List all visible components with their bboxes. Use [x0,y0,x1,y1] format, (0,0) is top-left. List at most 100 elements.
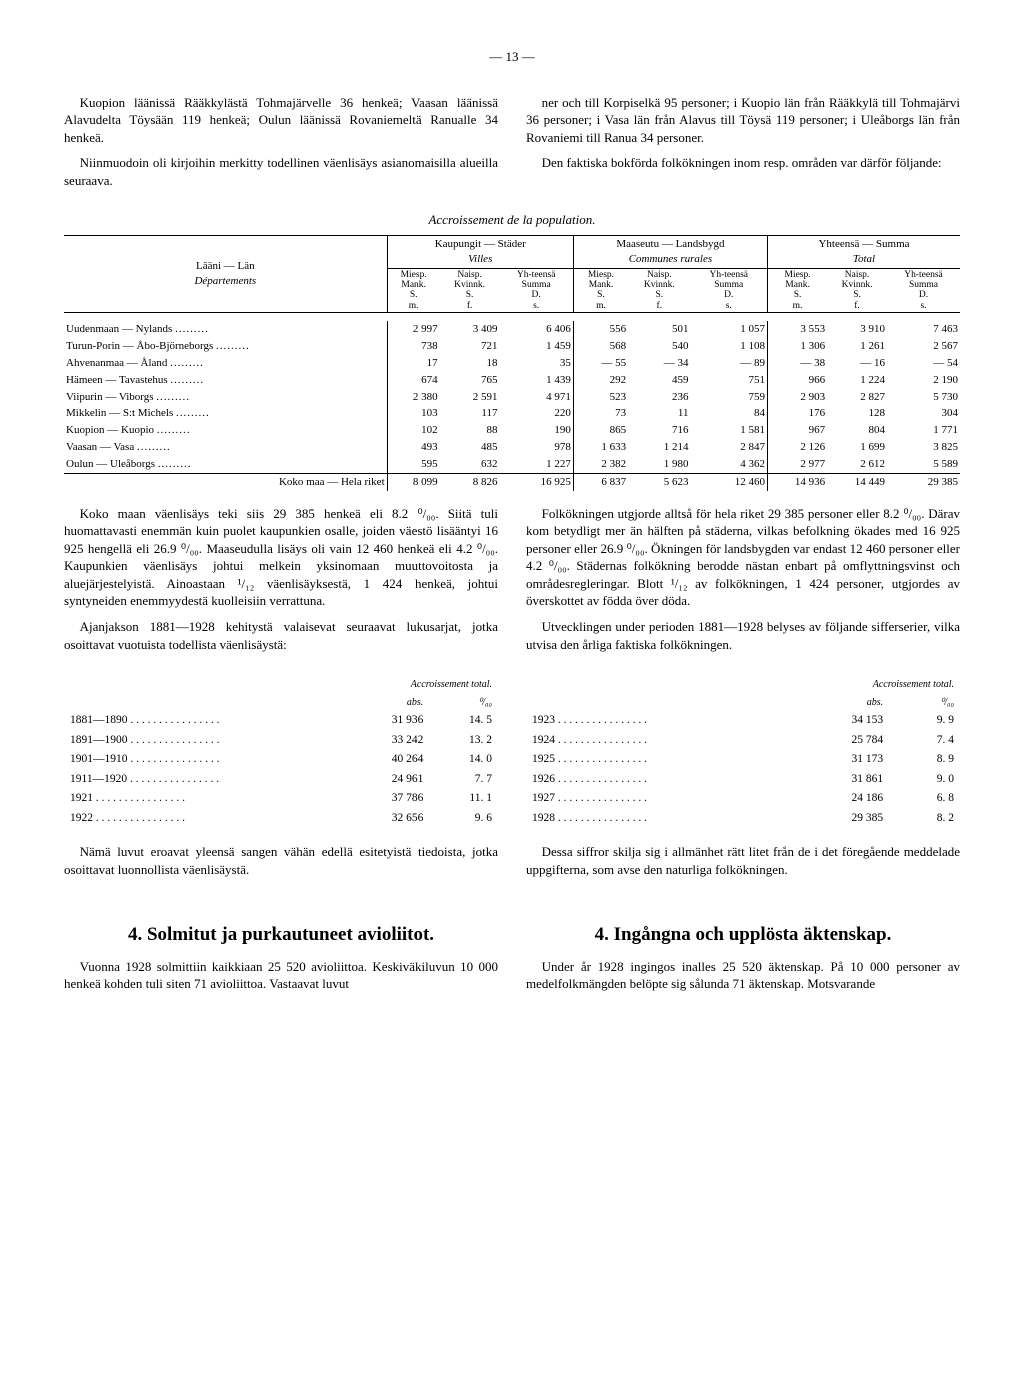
ts-year: 1891—1900 . . . . . . . . . . . . . . . … [66,732,340,750]
cell: 1 057 [691,321,768,338]
ts-pct: 9. 0 [889,771,958,789]
cell: 1 214 [628,439,690,456]
table-body: Uudenmaan — Nylands .........2 9973 4096… [64,313,960,491]
page-number: — 13 — [64,48,960,66]
cell: 6 406 [500,321,574,338]
cell: 556 [573,321,628,338]
cell: 459 [628,372,690,389]
ts-pct: 8. 9 [889,751,958,769]
ts-row: 1922 . . . . . . . . . . . . . . . .32 6… [66,810,496,828]
total-cell: 6 837 [573,473,628,490]
cell: 1 771 [887,422,960,439]
cell: 5 589 [887,456,960,473]
cell: 1 306 [768,338,828,355]
cell: 751 [691,372,768,389]
cell: 738 [387,338,440,355]
intro-columns: Kuopion läänissä Rääkkylästä Tohmajärvel… [64,94,960,198]
row-label: Turun-Porin — Åbo-Björneborgs ......... [64,338,387,355]
row-label: Mikkelin — S:t Michels ......... [64,405,387,422]
grp-2: Yhteensä — Summa [818,238,909,250]
cell: 117 [440,405,500,422]
cell: 1 459 [500,338,574,355]
cell: 7 463 [887,321,960,338]
ts-row: 1881—1890 . . . . . . . . . . . . . . . … [66,712,496,730]
ts-abs-l: abs. [342,695,427,711]
sub-header: Miesp.Mank.S.m. [387,268,440,313]
ts-right-table: Accroissement total. abs.⁰/₀₀ 1923 . . .… [526,675,960,829]
ts-pct: 14. 5 [429,712,496,730]
cell: 2 977 [768,456,828,473]
table-row: Kuopion — Kuopio .........10288190865716… [64,422,960,439]
cell: 17 [387,355,440,372]
ts-year: 1901—1910 . . . . . . . . . . . . . . . … [66,751,340,769]
table-row: Uudenmaan — Nylands .........2 9973 4096… [64,321,960,338]
cell: 3 553 [768,321,828,338]
cell: 1 699 [827,439,887,456]
ts-row: 1921 . . . . . . . . . . . . . . . .37 7… [66,790,496,808]
ts-year: 1927 . . . . . . . . . . . . . . . . [528,790,777,808]
cell: — 55 [573,355,628,372]
ts-left-table: Accroissement total. abs.⁰/₀₀ 1881—1890 … [64,675,498,829]
ts-abs: 29 385 [779,810,887,828]
cell: 595 [387,456,440,473]
total-cell: 8 826 [440,473,500,490]
cell: 88 [440,422,500,439]
total-cell: 12 460 [691,473,768,490]
ts-year: 1911—1920 . . . . . . . . . . . . . . . … [66,771,340,789]
cell: 716 [628,422,690,439]
cell: 765 [440,372,500,389]
sub-header: Naisp.Kvinnk.S.f. [440,268,500,313]
ts-row: 1924 . . . . . . . . . . . . . . . .25 7… [528,732,958,750]
ts-pct: 9. 6 [429,810,496,828]
timeseries-columns: Accroissement total. abs.⁰/₀₀ 1881—1890 … [64,675,960,829]
mid-columns: Koko maan väenlisäys teki siis 29 385 he… [64,505,960,661]
total-cell: 14 936 [768,473,828,490]
ts-row: 1911—1920 . . . . . . . . . . . . . . . … [66,771,496,789]
cell: 1 261 [827,338,887,355]
cell: 103 [387,405,440,422]
total-cell: 29 385 [887,473,960,490]
intro-left-p2: Niinmuodoin oli kirjoihin merkitty todel… [64,154,498,189]
ts-hdr-r: Accroissement total. [779,677,958,693]
ts-year: 1921 . . . . . . . . . . . . . . . . [66,790,340,808]
ts-abs: 33 242 [342,732,427,750]
cell: 3 409 [440,321,500,338]
cell: 5 730 [887,389,960,406]
cell: 3 910 [827,321,887,338]
cell: 35 [500,355,574,372]
grp-0s: Villes [468,253,492,265]
ts-row: 1891—1900 . . . . . . . . . . . . . . . … [66,732,496,750]
ts-year: 1925 . . . . . . . . . . . . . . . . [528,751,777,769]
cell: 966 [768,372,828,389]
ts-abs-r: abs. [779,695,887,711]
cell: 1 227 [500,456,574,473]
cell: 4 362 [691,456,768,473]
cell: 2 567 [887,338,960,355]
sub-header: Naisp.Kvinnk.S.f. [827,268,887,313]
grp-0: Kaupungit — Städer [435,238,526,250]
row-label: Oulun — Uleåborgs ......... [64,456,387,473]
ts-row: 1923 . . . . . . . . . . . . . . . .34 1… [528,712,958,730]
ts-row: 1925 . . . . . . . . . . . . . . . .31 1… [528,751,958,769]
ts-year: 1928 . . . . . . . . . . . . . . . . [528,810,777,828]
header-left-sub: Départements [194,275,256,287]
table-head: Lääni — Län Départements Kaupungit — Stä… [64,235,960,312]
ts-row: 1928 . . . . . . . . . . . . . . . .29 3… [528,810,958,828]
cell: 1 633 [573,439,628,456]
ts-abs: 40 264 [342,751,427,769]
ts-right: Accroissement total. abs.⁰/₀₀ 1923 . . .… [526,675,960,829]
ts-hdr-l: Accroissement total. [342,677,496,693]
mid-right-p2: Utvecklingen under perioden 1881—1928 be… [526,618,960,653]
ts-row: 1927 . . . . . . . . . . . . . . . .24 1… [528,790,958,808]
after-right: Dessa siffror skilja sig i allmänhet rät… [526,843,960,886]
grp-2s: Total [853,253,875,265]
ts-pct: 11. 1 [429,790,496,808]
intro-right-p2: Den faktiska bokförda folkökningen inom … [526,154,960,172]
cell: 2 827 [827,389,887,406]
cell: 2 591 [440,389,500,406]
cell: 4 971 [500,389,574,406]
cell: 804 [827,422,887,439]
sub-header: Naisp.Kvinnk.S.f. [628,268,690,313]
cell: 2 847 [691,439,768,456]
cell: 1 108 [691,338,768,355]
